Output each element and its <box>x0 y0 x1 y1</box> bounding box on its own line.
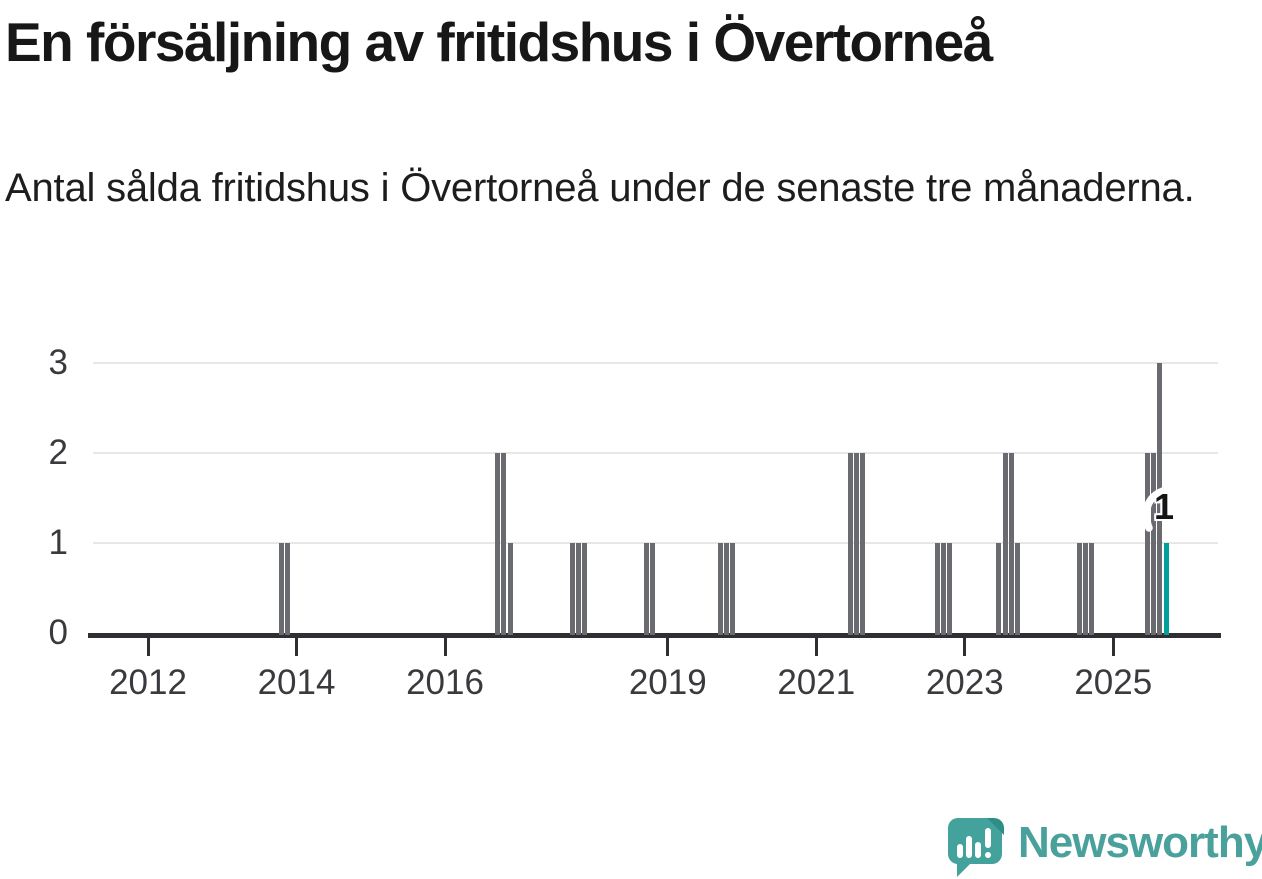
x-tick-label: 2014 <box>257 663 336 702</box>
x-tick <box>295 638 298 656</box>
bar-2018-10 <box>649 543 655 635</box>
bar-2023-07 <box>1002 453 1008 635</box>
x-tick <box>146 638 150 656</box>
x-tick-label: 2021 <box>777 663 856 702</box>
bar-2021-06 <box>847 453 853 635</box>
logo-chart-bar-icon <box>957 844 963 858</box>
x-tick <box>443 638 447 656</box>
bar-2025-06 <box>1144 453 1150 635</box>
x-tick-label: 2023 <box>925 663 1004 702</box>
bar-2017-09 <box>569 543 575 635</box>
bar-2025-07 <box>1151 453 1157 635</box>
annotation-pointer <box>1142 487 1167 532</box>
x-tick-label: 2025 <box>1074 663 1153 702</box>
y-tick-label: 3 <box>48 343 68 382</box>
bar-2021-07 <box>854 453 860 635</box>
bar-2023-06 <box>996 543 1002 635</box>
bar-2016-11 <box>507 543 513 635</box>
gridline-y3 <box>93 362 1218 364</box>
bar-2023-08 <box>1008 453 1014 635</box>
bar-2017-10 <box>575 543 581 635</box>
bar-2024-08 <box>1083 543 1089 635</box>
bar-2013-10 <box>278 543 284 635</box>
x-tick-label: 2012 <box>109 663 187 702</box>
newsworthy-logo-icon <box>948 816 1004 879</box>
highlighted-bar-2025-09 <box>1163 543 1169 635</box>
bar-2022-09 <box>940 543 946 635</box>
logo-tail <box>957 862 972 877</box>
y-tick-label: 1 <box>48 523 68 562</box>
logo-chart-bar-icon <box>966 836 972 858</box>
bar-2013-11 <box>284 543 290 635</box>
x-tick <box>1111 638 1115 656</box>
logo-exclamation-dot <box>985 852 991 858</box>
gridline-y2 <box>93 452 1218 454</box>
bar-2022-10 <box>946 543 952 635</box>
bar-2016-09 <box>495 453 501 635</box>
bar-2019-10 <box>724 543 730 635</box>
bar-2024-07 <box>1076 543 1082 635</box>
chart-subtitle: Antal sålda fritidshus i Övertorneå unde… <box>5 166 1195 210</box>
bar-2022-08 <box>934 543 940 635</box>
logo-fold <box>987 818 1004 835</box>
y-tick-label: 0 <box>48 613 68 652</box>
y-tick-label: 2 <box>48 433 68 472</box>
chart-title: En försäljning av fritidshus i Övertorne… <box>5 11 993 73</box>
logo-exclamation-icon <box>985 828 991 848</box>
bar-2017-11 <box>581 543 587 635</box>
bar-2023-09 <box>1015 543 1021 635</box>
bar-2025-08 <box>1157 363 1163 635</box>
x-tick-label: 2016 <box>406 663 484 702</box>
x-tick-label: 2019 <box>628 663 707 702</box>
x-tick <box>814 638 818 656</box>
bar-2019-11 <box>730 543 736 635</box>
bar-2018-09 <box>643 543 649 635</box>
newsworthy-wordmark: Newsworthy <box>1018 818 1262 867</box>
latest-value-label: 1 <box>1154 486 1175 527</box>
bar-2021-08 <box>860 453 866 635</box>
x-axis-line <box>88 633 1221 638</box>
x-tick <box>963 638 967 656</box>
logo-chart-bar-icon <box>975 842 981 858</box>
bar-2024-09 <box>1089 543 1095 635</box>
bar-2019-09 <box>718 543 724 635</box>
gridline-y1 <box>93 542 1218 544</box>
branding: Newsworthy <box>946 808 1262 878</box>
bar-2016-10 <box>501 453 507 635</box>
x-tick <box>666 638 670 656</box>
